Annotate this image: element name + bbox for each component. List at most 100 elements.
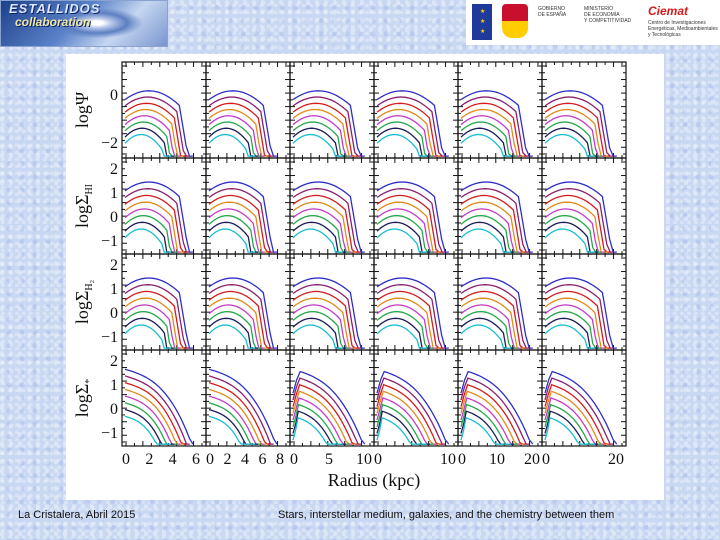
profile-line xyxy=(124,201,184,253)
profile-line xyxy=(124,284,190,349)
panel-frame xyxy=(205,349,291,447)
profile-line xyxy=(460,102,527,157)
profile-line xyxy=(292,397,353,445)
profile-line xyxy=(460,188,530,253)
profile-line xyxy=(544,324,595,349)
profile-line xyxy=(460,90,533,157)
x-tick-label: 5 xyxy=(325,451,333,468)
x-tick-label: 10 xyxy=(440,451,456,468)
profile-line xyxy=(544,228,595,253)
profile-line xyxy=(208,277,277,349)
profile-line xyxy=(292,133,343,157)
profile-line xyxy=(292,310,350,349)
profile-line xyxy=(376,310,434,349)
profile-line xyxy=(460,317,514,349)
profile-line xyxy=(292,194,359,253)
profile-line xyxy=(460,397,521,445)
profile-line xyxy=(208,208,265,253)
profile-line xyxy=(208,96,274,157)
profile-line xyxy=(460,383,527,445)
profile-line xyxy=(376,108,440,157)
row-ylabel: logΨ xyxy=(72,91,92,128)
profile-line xyxy=(376,290,443,349)
profile-line xyxy=(376,377,446,445)
profile-line xyxy=(124,221,175,253)
y-tick-label: 2 xyxy=(110,161,118,178)
profile-line xyxy=(124,317,175,349)
panel-frame xyxy=(541,157,627,255)
x-tick-label: 0 xyxy=(458,451,466,468)
profile-line xyxy=(124,381,187,445)
profile-line xyxy=(376,370,450,445)
profile-line xyxy=(124,375,190,445)
profile-line xyxy=(376,133,427,157)
profile-line xyxy=(376,297,440,349)
x-tick-label: 10 xyxy=(489,451,505,468)
profile-line xyxy=(292,228,343,253)
profile-line xyxy=(208,181,277,253)
profile-line xyxy=(544,377,614,445)
y-tick-label: 2 xyxy=(110,257,118,274)
profile-line xyxy=(544,188,614,253)
profile-line xyxy=(124,290,187,349)
profile-line xyxy=(376,228,427,253)
profile-line xyxy=(292,390,356,445)
profile-line xyxy=(376,201,440,253)
profile-line xyxy=(208,108,268,157)
profile-line xyxy=(124,277,193,349)
profile-line xyxy=(376,121,434,157)
profile-line xyxy=(376,221,430,253)
profile-line xyxy=(460,277,533,349)
profile-line xyxy=(292,102,359,157)
profile-line xyxy=(460,133,511,157)
profile-line xyxy=(544,181,617,253)
y-tick-label: 1 xyxy=(110,185,118,202)
panel-frame xyxy=(541,253,627,351)
header-bar: ESTALLIDOS collaboration ★ ★ ★ GOBIERNO DE … xyxy=(0,0,720,47)
x-tick-label: 2 xyxy=(224,451,232,468)
profile-line xyxy=(376,115,437,157)
profile-line xyxy=(124,228,171,253)
profile-line xyxy=(208,214,262,253)
x-tick-label: 0 xyxy=(542,451,550,468)
profile-line xyxy=(292,127,346,157)
profile-line xyxy=(208,201,268,253)
y-tick-label: 2 xyxy=(110,353,118,370)
x-axis-label: Radius (kpc) xyxy=(328,470,420,491)
profile-line xyxy=(544,102,611,157)
profile-line xyxy=(208,395,265,445)
profile-line xyxy=(460,127,514,157)
profile-line xyxy=(208,90,277,157)
profile-line xyxy=(292,208,353,253)
profile-line xyxy=(376,214,434,253)
profile-line xyxy=(124,368,194,445)
profile-line xyxy=(208,102,271,157)
profile-line xyxy=(124,133,171,157)
profile-line xyxy=(460,324,511,349)
panel-frame xyxy=(121,253,207,351)
profile-line xyxy=(460,121,518,157)
profile-line xyxy=(544,96,614,157)
logo-line2: collaboration xyxy=(15,15,91,29)
profile-line xyxy=(544,304,605,349)
profile-line xyxy=(544,277,617,349)
profile-line xyxy=(460,115,521,157)
profile-line xyxy=(292,201,356,253)
profile-line xyxy=(208,121,262,157)
profile-line xyxy=(124,208,181,253)
profile-line xyxy=(124,310,178,349)
x-tick-label: 4 xyxy=(241,451,249,468)
profile-line xyxy=(376,277,449,349)
profile-line xyxy=(544,201,608,253)
x-tick-label: 0 xyxy=(374,451,382,468)
x-tick-label: 4 xyxy=(169,451,177,468)
spain-crest-icon xyxy=(502,4,528,38)
profile-line xyxy=(124,194,187,253)
profile-line xyxy=(124,96,190,157)
profile-line xyxy=(460,214,518,253)
profile-line xyxy=(460,208,521,253)
profile-line xyxy=(292,121,350,157)
profile-line xyxy=(124,102,187,157)
profile-line xyxy=(376,127,430,157)
panel-frame xyxy=(205,253,291,351)
